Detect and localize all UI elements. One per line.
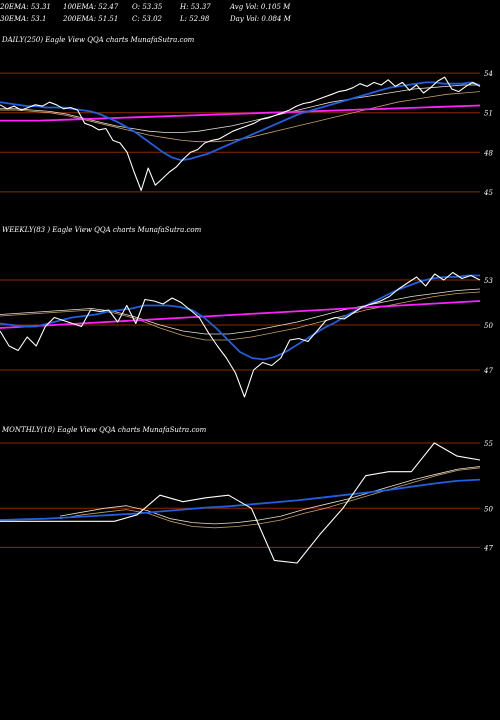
weekly-price-line	[0, 271, 481, 398]
header-low: L: 52.98	[180, 15, 210, 23]
monthly-ema-fast-line	[0, 478, 481, 521]
monthly-y-tick-label: 55	[484, 440, 493, 448]
daily-ema-fast-line	[0, 81, 481, 162]
header-day-vol: Day Vol: 0.084 M	[230, 15, 291, 23]
weekly-y-tick-label: 50	[484, 322, 493, 330]
header-20ema: 20EMA: 53.31	[0, 3, 51, 11]
monthly-y-tick-label: 47	[483, 544, 493, 552]
header-open: O: 53.35	[132, 3, 163, 11]
weekly-y-tick-label: 47	[483, 367, 493, 375]
header-100ema: 100EMA: 52.47	[63, 3, 119, 11]
header-30ema: 30EMA: 53.1	[0, 15, 47, 23]
daily-y-tick-label: 51	[484, 110, 493, 118]
weekly-ema-fast-line	[0, 274, 480, 361]
monthly-ema-mid_b-line	[59, 466, 481, 525]
daily-y-tick-label: 48	[483, 149, 493, 157]
daily-y-tick-label: 54	[484, 70, 493, 78]
monthly-panel-label: MONTHLY(18) Eagle View QQA charts Munafa…	[2, 426, 207, 434]
weekly-panel-label: WEEKLY(83 ) Eagle View QQA charts Munafa…	[2, 226, 202, 234]
header-200ema: 200EMA: 51.51	[63, 15, 119, 23]
daily-ema-mid_a-line	[0, 91, 481, 143]
header-close: C: 53.02	[132, 15, 162, 23]
header-avg-vol: Avg Vol: 0.105 M	[230, 3, 291, 11]
weekly-y-tick-label: 53	[484, 277, 493, 285]
monthly-price-line	[0, 442, 481, 564]
weekly-ema-slow-line	[0, 300, 481, 329]
weekly-ema-mid_a-line	[0, 291, 481, 341]
weekly-ema-mid_b-line	[0, 288, 481, 335]
daily-y-tick-label: 45	[483, 189, 493, 197]
monthly-ema-mid_a-line	[59, 467, 481, 529]
monthly-y-tick-label: 50	[484, 505, 493, 513]
daily-ema-mid_b-line	[0, 84, 480, 133]
header-high: H: 53.37	[180, 3, 211, 11]
daily-price-line	[0, 76, 481, 192]
daily-ema-slow-line	[0, 104, 481, 122]
daily-panel-label: DAILY(250) Eagle View QQA charts MunafaS…	[2, 36, 195, 44]
